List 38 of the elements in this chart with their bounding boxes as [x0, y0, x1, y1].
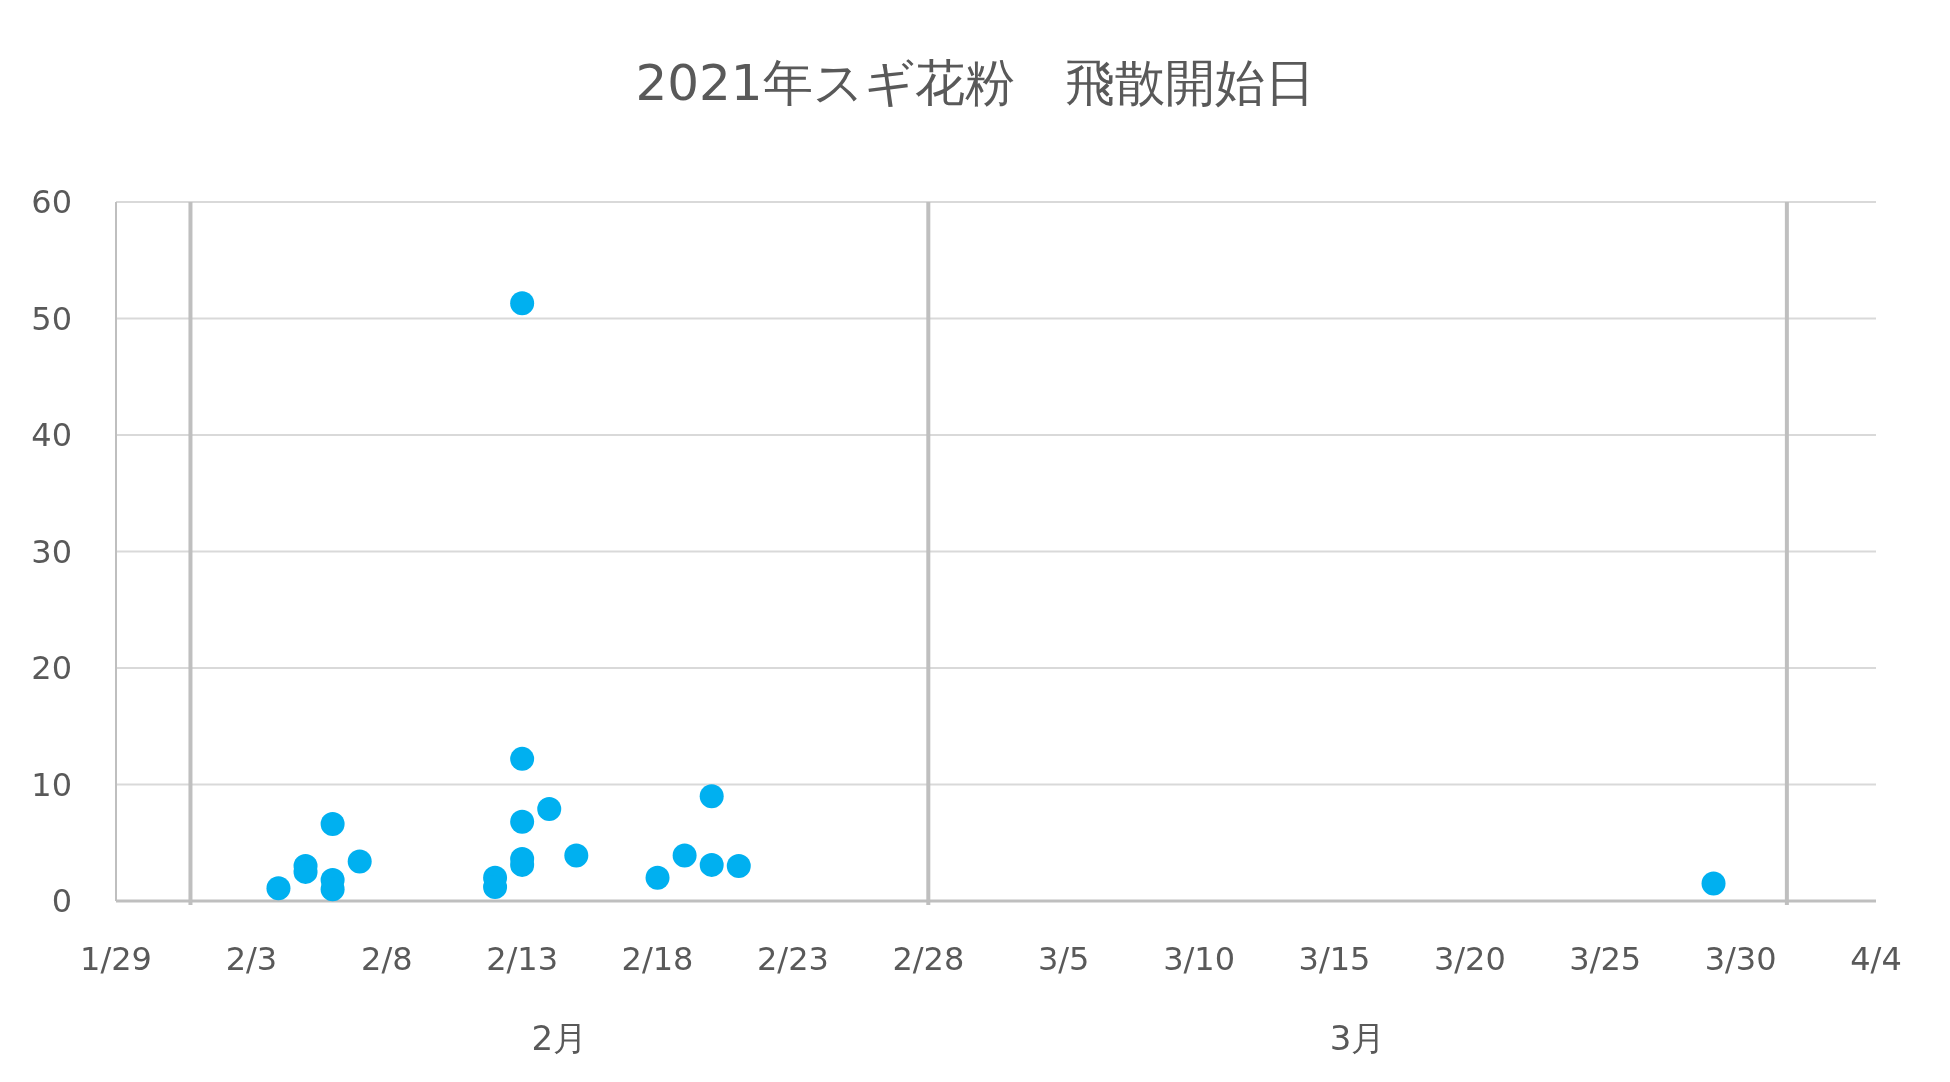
point [510, 809, 535, 834]
ytick: 50 [31, 299, 72, 338]
ytick: 20 [31, 649, 72, 687]
point [1701, 871, 1726, 896]
ytick: 0 [51, 882, 72, 920]
xtick: 3/10 [1163, 940, 1235, 978]
xtick: 2/23 [757, 940, 829, 978]
xtick: 3/25 [1569, 940, 1642, 978]
point [537, 796, 562, 821]
point [699, 784, 724, 809]
ytick: 30 [31, 532, 72, 571]
annotation: 2月 [531, 1018, 588, 1058]
xtick: 3/30 [1704, 940, 1777, 978]
point [672, 843, 697, 868]
ytick: 10 [31, 765, 72, 804]
point [645, 865, 670, 890]
point [726, 854, 751, 879]
ytick: 60 [31, 183, 72, 221]
xtick: 1/29 [80, 940, 152, 978]
xtick: 2/28 [892, 940, 965, 978]
annotation: 3月 [1329, 1018, 1386, 1058]
xtick: 2/3 [225, 940, 278, 978]
xtick: 4/4 [1850, 940, 1902, 978]
ytick: 40 [31, 416, 72, 454]
point [510, 746, 535, 771]
xtick: 2/18 [621, 940, 694, 978]
xtick: 2/13 [486, 940, 559, 978]
point [699, 852, 724, 877]
xtick: 2/8 [361, 940, 413, 978]
point [320, 812, 345, 837]
xtick: 3/5 [1037, 940, 1090, 978]
point [510, 291, 535, 316]
xtick: 3/20 [1433, 940, 1506, 978]
point [564, 843, 589, 868]
point [347, 849, 372, 874]
xtick: 3/15 [1298, 940, 1371, 978]
point [266, 876, 291, 901]
title: 2021年スギ花粉 飛散開始日 [635, 54, 1315, 112]
